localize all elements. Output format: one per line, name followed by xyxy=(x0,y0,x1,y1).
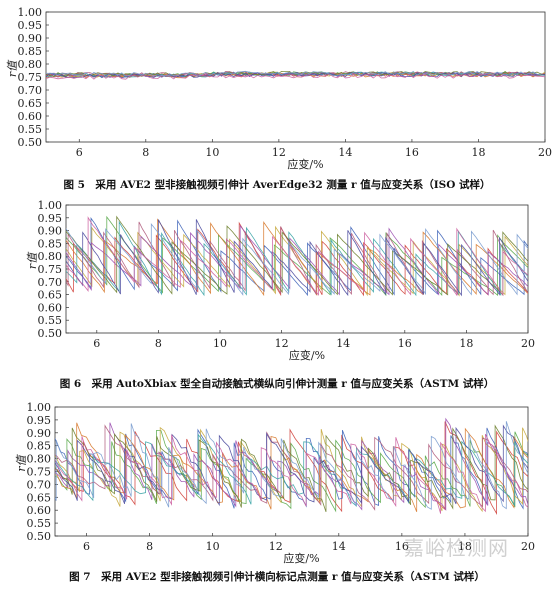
y-tick-label: 0.90 xyxy=(18,32,43,45)
x-tick-label: 10 xyxy=(213,337,227,350)
x-tick-label: 6 xyxy=(76,146,83,159)
x-tick-label: 16 xyxy=(398,337,412,350)
y-axis-label: r值 xyxy=(26,251,39,269)
y-tick-label: 0.75 xyxy=(38,263,63,276)
y-tick-label: 0.75 xyxy=(27,466,52,479)
x-tick-label: 10 xyxy=(206,540,220,553)
x-tick-label: 20 xyxy=(521,540,535,553)
figure-caption: 图 5 采用 AVE2 型非接触视频引伸计 AverEdge32 测量 r 值与… xyxy=(63,178,490,191)
x-tick-label: 20 xyxy=(521,337,535,350)
x-tick-label: 18 xyxy=(471,146,485,159)
y-tick-label: 0.60 xyxy=(27,504,52,517)
x-tick-label: 20 xyxy=(538,146,552,159)
x-axis-label: 应变/% xyxy=(283,551,319,565)
x-axis-label: 应变/% xyxy=(289,348,325,362)
y-tick-label: 0.80 xyxy=(27,453,52,466)
y-tick-label: 0.95 xyxy=(27,414,52,427)
series-line-11 xyxy=(55,433,528,514)
y-tick-label: 0.50 xyxy=(38,327,63,340)
series-line-1 xyxy=(66,221,528,297)
y-tick-label: 0.55 xyxy=(38,314,63,327)
x-tick-label: 14 xyxy=(338,146,352,159)
x-tick-label: 18 xyxy=(458,540,472,553)
y-tick-label: 0.90 xyxy=(27,427,52,440)
y-tick-label: 0.80 xyxy=(38,250,63,263)
y-tick-label: 0.65 xyxy=(18,97,43,110)
y-axis-label: r值 xyxy=(15,453,28,471)
series-line-9 xyxy=(46,70,545,77)
x-tick-label: 6 xyxy=(83,540,90,553)
y-tick-label: 1.00 xyxy=(38,199,63,212)
x-tick-label: 10 xyxy=(205,146,219,159)
figure-caption: 图 7 采用 AVE2 型非接触视频引伸计横向标记点测量 r 值与应变关系（AS… xyxy=(69,570,485,583)
x-tick-label: 12 xyxy=(275,337,289,350)
x-tick-label: 16 xyxy=(405,146,419,159)
x-tick-label: 12 xyxy=(269,540,283,553)
y-tick-label: 0.90 xyxy=(38,225,63,238)
y-tick-label: 0.60 xyxy=(18,110,43,123)
series-line-5 xyxy=(66,224,528,296)
y-tick-label: 0.70 xyxy=(38,276,63,289)
y-tick-label: 0.85 xyxy=(18,45,43,58)
y-tick-label: 0.55 xyxy=(18,123,43,136)
series-line-4 xyxy=(66,225,528,297)
watermark: 嘉峪检测网 xyxy=(404,536,509,560)
series-line-11 xyxy=(46,73,545,80)
series-line-10 xyxy=(55,424,528,507)
series-line-12 xyxy=(55,421,528,510)
x-tick-label: 16 xyxy=(395,540,409,553)
series-group xyxy=(66,215,528,297)
y-tick-label: 1.00 xyxy=(18,6,43,19)
y-tick-label: 1.00 xyxy=(27,401,52,414)
series-line-7 xyxy=(55,433,528,507)
y-tick-label: 0.50 xyxy=(27,530,52,543)
y-tick-label: 0.95 xyxy=(18,19,43,32)
y-tick-label: 0.95 xyxy=(38,212,63,225)
y-axis-label: r值 xyxy=(6,59,19,77)
series-line-3 xyxy=(55,429,528,513)
series-line-1 xyxy=(55,421,528,515)
figure-caption: 图 6 采用 AutoXbiax 型全自动接触式横纵向引伸计测量 r 值与应变关… xyxy=(60,377,495,390)
series-line-12 xyxy=(46,70,545,77)
series-line-11 xyxy=(66,216,528,297)
x-tick-label: 8 xyxy=(155,337,162,350)
y-tick-label: 0.70 xyxy=(18,84,43,97)
chart-panel-7: 0.500.550.600.650.700.750.800.850.900.95… xyxy=(15,401,535,583)
x-axis-label: 应变/% xyxy=(287,157,323,171)
y-tick-label: 0.75 xyxy=(18,71,43,84)
y-tick-label: 0.50 xyxy=(18,136,43,149)
y-tick-label: 0.70 xyxy=(27,478,52,491)
x-tick-label: 14 xyxy=(336,337,350,350)
x-tick-label: 8 xyxy=(142,146,149,159)
y-tick-label: 0.60 xyxy=(38,301,63,314)
series-line-8 xyxy=(66,221,528,296)
series-group xyxy=(55,417,528,515)
y-tick-label: 0.65 xyxy=(27,491,52,504)
y-tick-label: 0.55 xyxy=(27,517,52,530)
x-tick-label: 14 xyxy=(332,540,346,553)
series-line-3 xyxy=(66,215,528,297)
series-line-10 xyxy=(66,219,528,297)
y-tick-label: 0.85 xyxy=(38,237,63,250)
series-line-12 xyxy=(66,222,528,296)
series-group xyxy=(46,70,545,80)
series-line-9 xyxy=(55,424,528,513)
chart-panel-5: 0.500.550.600.650.700.750.800.850.900.95… xyxy=(6,6,552,191)
y-tick-label: 0.80 xyxy=(18,58,43,71)
y-tick-label: 0.65 xyxy=(38,289,63,302)
x-tick-label: 8 xyxy=(146,540,153,553)
x-tick-label: 18 xyxy=(459,337,473,350)
chart-panel-6: 0.500.550.600.650.700.750.800.850.900.95… xyxy=(26,199,535,390)
y-tick-label: 0.85 xyxy=(27,440,52,453)
series-line-8 xyxy=(55,424,528,511)
x-tick-label: 12 xyxy=(272,146,286,159)
x-tick-label: 6 xyxy=(93,337,100,350)
